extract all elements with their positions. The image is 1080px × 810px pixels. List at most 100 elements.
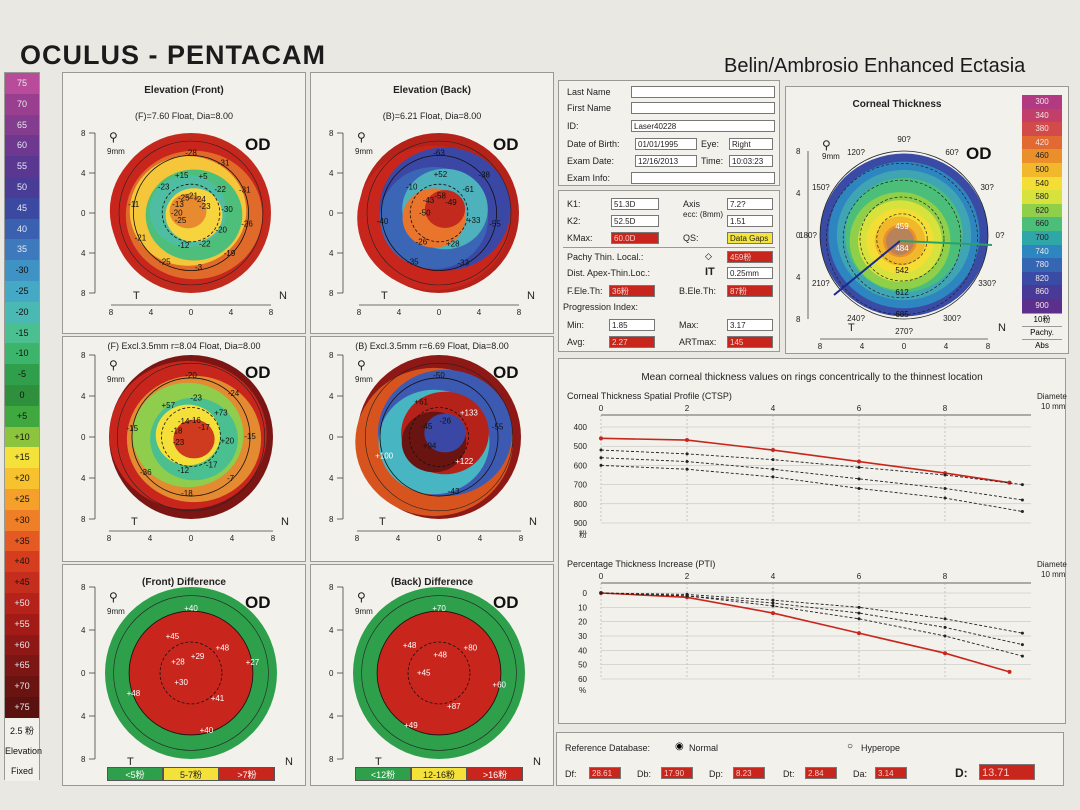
magnifier-icon[interactable]: ⚲ [357, 358, 366, 372]
map-value: +80 [464, 643, 478, 652]
thickness-value: 612 [895, 288, 909, 297]
map-value: -45 [421, 422, 433, 431]
ecc-value: 1.51 [727, 215, 773, 227]
map-value: +49 [404, 721, 418, 730]
map-value: -15 [244, 432, 256, 441]
thickness-swatch: 820 [1022, 271, 1062, 286]
exam-date-field[interactable]: 12/16/2013 [635, 155, 697, 167]
data-point [599, 591, 603, 595]
map-value: -19 [224, 249, 236, 258]
thickness-swatch: 900 [1022, 298, 1062, 313]
y-tick: 700 [574, 481, 588, 490]
magnifier-icon[interactable]: ⚲ [109, 590, 118, 604]
kmax-label: KMax: [567, 233, 593, 243]
x-tick: 8 [943, 572, 948, 581]
series-line-2 [600, 592, 1023, 646]
dob-field[interactable]: 01/01/1995 [635, 138, 697, 150]
data-point [771, 601, 775, 605]
y-tick: 8 [796, 147, 801, 156]
series-line-1 [600, 592, 1023, 634]
series-line-1 [600, 449, 1023, 486]
qs-label: QS: [683, 233, 699, 243]
y-tick: 60 [578, 675, 587, 684]
legend-swatch: +55 [5, 613, 39, 635]
nasal-label: N [279, 290, 287, 302]
map-value: +122 [455, 457, 474, 466]
eye-od-label: OD [493, 363, 519, 382]
y-tick: 8 [329, 351, 334, 360]
map-value: -43 [423, 196, 435, 205]
last-name-field[interactable] [631, 86, 775, 98]
x-tick: 8 [357, 308, 362, 317]
data-point [943, 496, 947, 500]
normal-radio[interactable]: ◉ [675, 741, 684, 752]
map-value: -17 [206, 461, 218, 470]
exam-info-field[interactable] [631, 172, 775, 184]
legend-swatch: 70 [5, 93, 39, 115]
map-value: -25 [175, 216, 187, 225]
flat-axis [899, 240, 993, 246]
x-tick: 4 [230, 534, 235, 543]
map-value: +60 [492, 680, 506, 689]
pachy-thin-value: 459粉 [727, 251, 773, 263]
difference-scale-1: 5-7粉 [163, 767, 219, 781]
legend-swatch: +25 [5, 489, 39, 510]
zone-ring [113, 595, 269, 751]
progression-label: Progression Index: [563, 302, 639, 312]
nasal-label: N [281, 516, 289, 528]
legend-swatch: 0 [5, 385, 39, 406]
hyperope-label[interactable]: Hyperope [861, 743, 901, 753]
eye-field[interactable]: Right [729, 138, 773, 150]
legend-swatch: 45 [5, 197, 39, 219]
x-tick: 0 [437, 308, 442, 317]
reference-ring [133, 155, 249, 271]
map-value: -7 [227, 474, 235, 483]
normal-label[interactable]: Normal [689, 743, 719, 753]
map-value: -20 [215, 226, 227, 235]
time-field[interactable]: 10:03:23 [729, 155, 773, 167]
map-value: +45 [166, 632, 180, 641]
id-field[interactable]: Laser40228 [631, 120, 775, 132]
y-tick: 4 [329, 474, 334, 483]
exam-date-label: Exam Date: [567, 156, 615, 166]
magnifier-icon[interactable]: ⚲ [109, 358, 118, 372]
x-tick: 8 [943, 404, 948, 413]
data-point [1020, 654, 1024, 658]
first-name-field[interactable] [631, 102, 775, 114]
magnifier-icon[interactable]: ⚲ [357, 590, 366, 604]
temporal-label: T [848, 322, 855, 334]
hyperope-radio[interactable]: ○ [847, 741, 854, 752]
magnifier-icon[interactable]: ⚲ [357, 130, 366, 144]
graph-title: Corneal Thickness Spatial Profile (CTSP) [567, 391, 732, 401]
da-value: 3.14 [875, 767, 907, 779]
map-value: -30 [221, 205, 233, 214]
diamond-icon: ◇ [705, 251, 712, 261]
data-point [771, 448, 775, 453]
magnifier-icon[interactable]: ⚲ [822, 138, 831, 152]
legend-step: 2.5 粉 [5, 721, 39, 741]
map-value: -21 [186, 192, 198, 201]
map-value: -31 [218, 159, 230, 168]
eye-od-label: OD [245, 593, 271, 612]
data-point [943, 486, 947, 490]
data-point [943, 634, 947, 638]
angle-label: 330? [978, 279, 996, 288]
map-value: +27 [246, 658, 260, 667]
x-tick: 2 [685, 404, 690, 413]
qs-value: Data Gaps [727, 232, 773, 244]
axis-value: 7.2? [727, 198, 773, 210]
y-tick: 8 [329, 583, 334, 592]
magnifier-icon[interactable]: ⚲ [109, 130, 118, 144]
y-tick: 20 [578, 618, 587, 627]
map-value: -10 [406, 183, 418, 192]
thickness-value: 685 [895, 310, 909, 319]
x-tick: 4 [478, 534, 483, 543]
map-value: -16 [189, 416, 201, 425]
data-point [1020, 509, 1024, 513]
x-tick: 8 [109, 308, 114, 317]
y-unit: % [579, 686, 586, 695]
x-tick: 8 [355, 534, 360, 543]
legend-swatch: -30 [5, 260, 39, 281]
nasal-label: N [529, 516, 537, 528]
